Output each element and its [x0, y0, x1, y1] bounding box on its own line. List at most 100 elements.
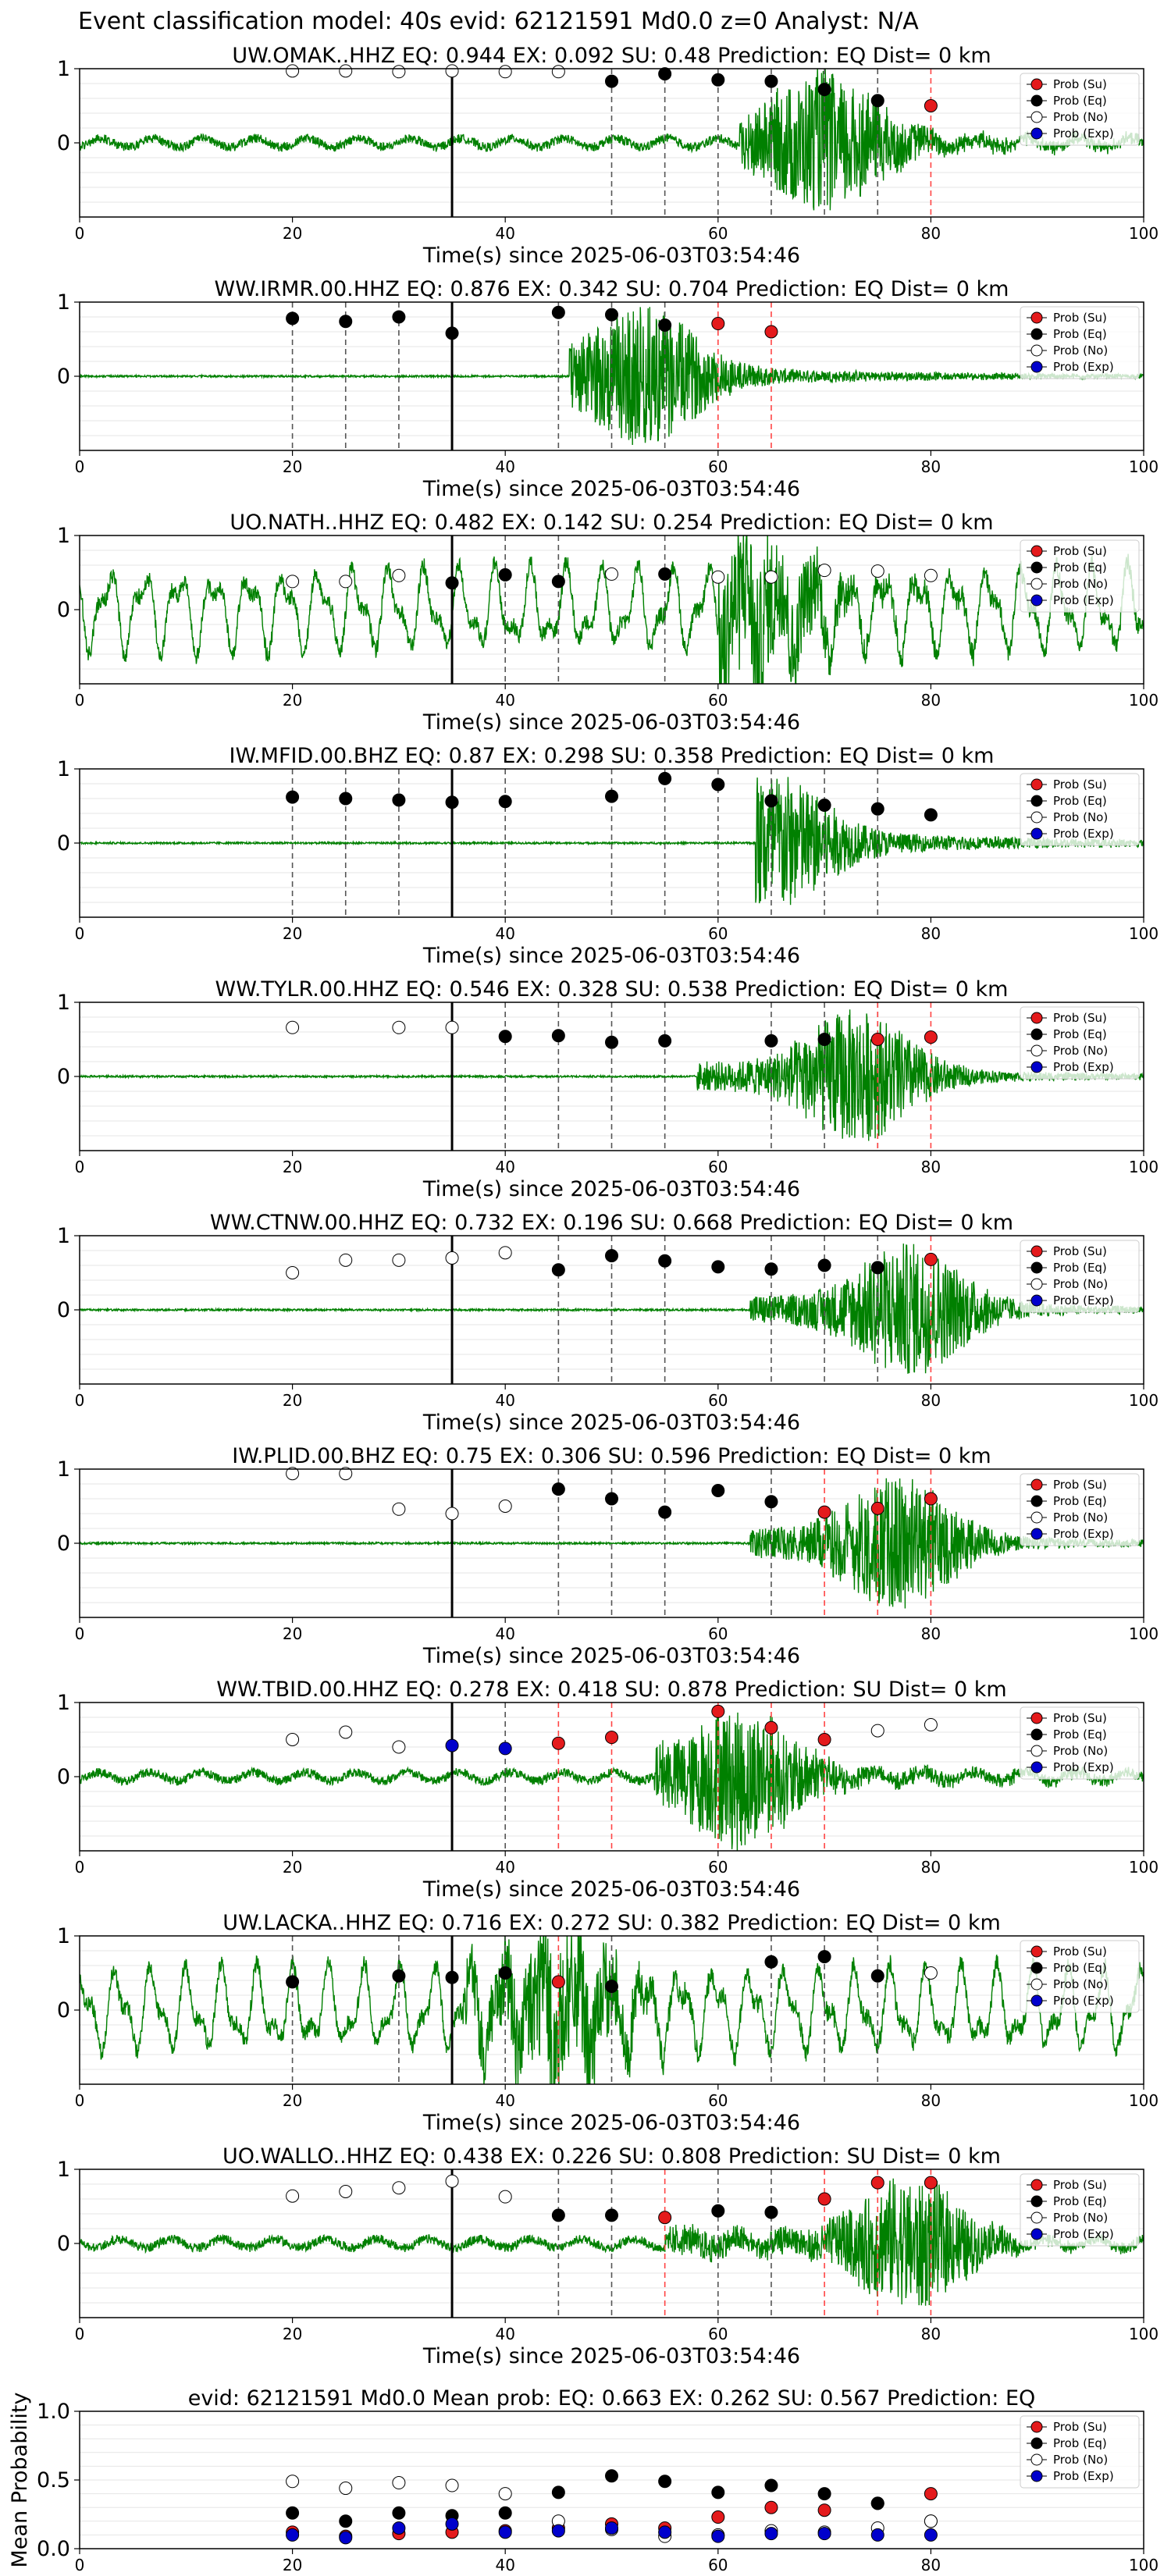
prob-point-eq	[286, 1975, 300, 1989]
prob-point-su	[924, 99, 938, 112]
legend-label: Prob (Eq)	[1053, 327, 1107, 341]
mean-prob-point	[605, 2521, 618, 2535]
x-tick-label: 40	[495, 1158, 514, 1176]
x-tick-label: 40	[495, 224, 514, 243]
x-tick-label: 0	[75, 1858, 85, 1877]
mean-prob-point	[498, 2487, 512, 2501]
panel-title: WW.TBID.00.HHZ EQ: 0.278 EX: 0.418 SU: 0…	[216, 1678, 1006, 1702]
prob-point-eq	[764, 1262, 778, 1276]
mean-prob-point	[817, 2527, 831, 2541]
prob-point-eq	[498, 1030, 512, 1044]
prob-point-eq	[392, 1969, 406, 1983]
x-axis-label: Time(s) since 2025-06-03T03:54:46	[422, 2111, 800, 2135]
x-tick-label: 40	[495, 2325, 514, 2343]
y-tick-label: 0	[57, 831, 70, 856]
x-tick-label: 0	[75, 1391, 85, 1410]
prob-point-no	[551, 65, 565, 79]
prob-point-exp	[445, 1738, 459, 1752]
y-tick-label: 0	[57, 1998, 70, 2023]
x-tick-label: 80	[921, 2091, 941, 2110]
waveform-trace	[80, 535, 1144, 684]
x-tick-label: 80	[921, 691, 941, 710]
prob-point-su	[870, 1501, 884, 1515]
prob-point-eq	[817, 83, 831, 97]
x-tick-label: 60	[708, 2556, 728, 2574]
prob-point-eq	[551, 305, 565, 319]
x-axis-label: Time(s) since 2025-06-03T03:54:46	[422, 944, 800, 968]
x-tick-label: 60	[708, 1158, 728, 1176]
mean-prob-point	[498, 2525, 512, 2539]
prob-point-eq	[605, 1492, 618, 1506]
prob-point-eq	[445, 576, 459, 590]
prob-point-eq	[658, 771, 672, 785]
prob-point-su	[924, 2176, 938, 2190]
prob-point-no	[392, 1253, 406, 1267]
x-tick-label: 100	[1129, 691, 1159, 710]
mean-prob-point	[445, 2478, 459, 2492]
legend-marker	[1030, 594, 1043, 607]
legend-label: Prob (Exp)	[1053, 827, 1114, 841]
prob-point-eq	[658, 1034, 672, 1048]
legend-label: Prob (Su)	[1053, 1244, 1107, 1258]
prob-point-eq	[764, 1955, 778, 1969]
x-tick-label: 60	[708, 1858, 728, 1877]
x-tick-label: 40	[495, 1858, 514, 1877]
x-tick-label: 60	[708, 1624, 728, 1643]
x-tick-label: 20	[283, 1391, 302, 1410]
mean-prob-point	[392, 2506, 406, 2520]
legend-label: Prob (No)	[1053, 1744, 1108, 1758]
x-tick-label: 100	[1129, 924, 1159, 943]
legend-label: Prob (No)	[1053, 110, 1108, 124]
x-tick-label: 100	[1129, 1158, 1159, 1176]
y-tick-label: 1	[57, 57, 70, 81]
y-axis-label: Mean Probability	[8, 2393, 32, 2568]
panel-title: WW.IRMR.00.HHZ EQ: 0.876 EX: 0.342 SU: 0…	[215, 277, 1009, 301]
y-tick-label: 1	[57, 2158, 70, 2182]
chart-panel-6: WW.CTNW.00.HHZ EQ: 0.732 EX: 0.196 SU: 0…	[57, 1211, 1159, 1435]
prob-point-no	[339, 1467, 353, 1481]
mean-prob-point	[924, 2487, 938, 2501]
mean-prob-point	[498, 2506, 512, 2520]
panel-title: IW.MFID.00.BHZ EQ: 0.87 EX: 0.298 SU: 0.…	[230, 744, 995, 768]
y-tick-label: 1.0	[37, 2400, 70, 2424]
prob-point-eq	[870, 1969, 884, 1983]
legend-marker	[1030, 1761, 1043, 1774]
mean-prob-point	[605, 2469, 618, 2483]
legend-label: Prob (Su)	[1053, 1944, 1107, 1959]
legend-box	[1020, 1940, 1140, 2013]
axes-frame	[79, 1935, 1144, 2085]
legend-label: Prob (Eq)	[1053, 1494, 1107, 1508]
legend-box	[1020, 1473, 1140, 1546]
prob-point-eq	[764, 1495, 778, 1509]
legend-label: Prob (Exp)	[1053, 2227, 1114, 2241]
legend-box	[1020, 539, 1140, 613]
prob-point-no	[711, 570, 725, 584]
chart-panel-11: evid: 62121591 Md0.0 Mean prob: EQ: 0.66…	[8, 2386, 1159, 2574]
mean-prob-point	[339, 2531, 353, 2545]
prob-point-eq	[551, 2208, 565, 2222]
legend-box	[1020, 73, 1140, 146]
waveform-trace	[80, 2178, 1144, 2306]
prob-point-eq	[605, 308, 618, 322]
prob-point-eq	[551, 1263, 565, 1277]
x-tick-label: 60	[708, 2325, 728, 2343]
legend-label: Prob (No)	[1053, 343, 1108, 358]
waveform-trace	[80, 1478, 1144, 1609]
legend-label: Prob (Su)	[1053, 2178, 1107, 2192]
prob-point-su	[817, 2192, 831, 2206]
mean-prob-point	[551, 2524, 565, 2538]
legend-marker	[1030, 1245, 1043, 1258]
panel-title: UO.NATH..HHZ EQ: 0.482 EX: 0.142 SU: 0.2…	[230, 511, 993, 535]
legend-label: Prob (Eq)	[1053, 1961, 1107, 1975]
y-tick-label: 1	[57, 1691, 70, 1715]
x-tick-label: 40	[495, 1624, 514, 1643]
prob-point-no	[286, 1467, 300, 1481]
chart-panel-2: WW.IRMR.00.HHZ EQ: 0.876 EX: 0.342 SU: 0…	[57, 277, 1159, 501]
legend-marker	[1030, 578, 1043, 590]
prob-point-no	[445, 1251, 459, 1265]
x-tick-label: 20	[283, 1858, 302, 1877]
legend-label: Prob (Eq)	[1053, 1027, 1107, 1041]
prob-point-no	[286, 575, 300, 589]
y-tick-label: 0.5	[37, 2468, 70, 2492]
x-tick-label: 100	[1129, 2325, 1159, 2343]
